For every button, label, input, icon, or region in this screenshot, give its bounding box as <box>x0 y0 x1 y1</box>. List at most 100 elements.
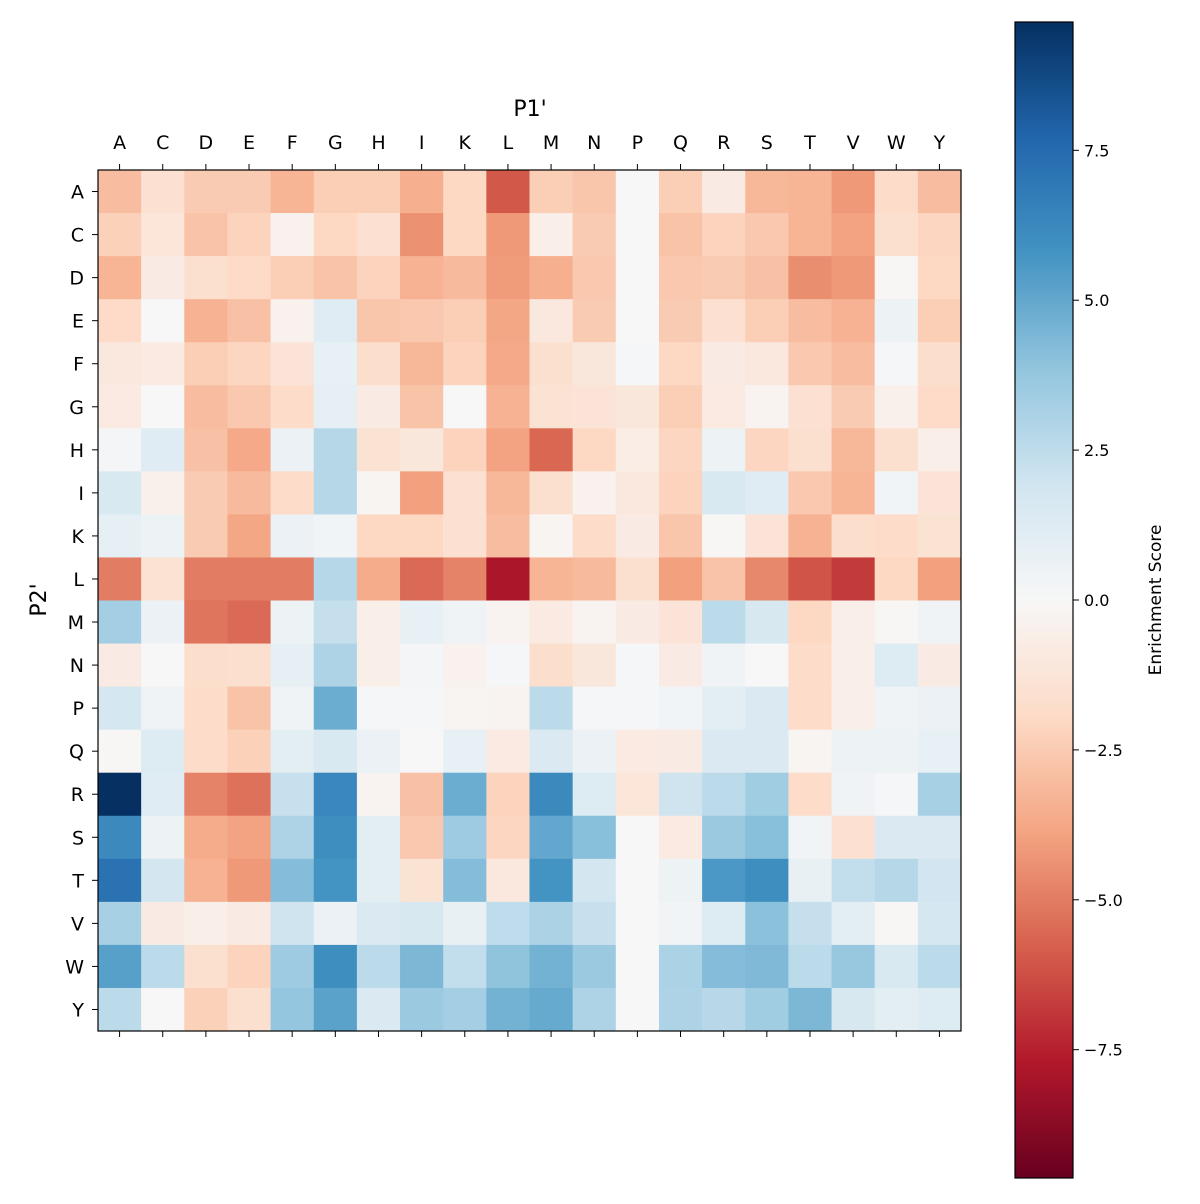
x-tick-label: K <box>459 132 472 154</box>
heatmap-cell-A-Q <box>658 170 703 214</box>
heatmap-cell-A-R <box>702 170 746 214</box>
y-tick-label: P <box>73 698 84 720</box>
heatmap-cell-L-M <box>529 557 574 601</box>
heatmap-cell-Q-M <box>529 729 574 774</box>
heatmap-cell-F-R <box>702 342 746 386</box>
heatmap-cell-R-V <box>831 772 876 817</box>
heatmap-cell-N-N <box>572 643 617 688</box>
heatmap-cell-I-P <box>615 471 660 515</box>
heatmap-cell-S-Y <box>917 815 962 860</box>
heatmap-cell-D-A <box>98 256 142 300</box>
heatmap-cell-D-K <box>443 256 487 300</box>
heatmap-cell-H-V <box>831 428 876 472</box>
heatmap-cell-A-F <box>270 170 315 214</box>
heatmap-cell-G-L <box>486 385 530 429</box>
heatmap-cell-T-T <box>788 858 833 903</box>
heatmap-cell-W-Q <box>658 944 703 989</box>
heatmap-cell-Y-W <box>874 987 919 1032</box>
heatmap-cell-A-E <box>227 170 272 214</box>
heatmap-cell-E-R <box>702 299 746 343</box>
heatmap-cell-W-H <box>356 944 401 989</box>
x-tick-label: H <box>371 132 385 154</box>
heatmap-cell-L-R <box>702 557 746 601</box>
heatmap-cell-E-H <box>356 299 401 343</box>
heatmap-cell-T-I <box>400 858 444 903</box>
heatmap-cell-C-P <box>615 213 660 257</box>
heatmap-cell-W-W <box>874 944 919 989</box>
heatmap-cell-W-F <box>270 944 315 989</box>
y-tick-label: C <box>71 225 84 247</box>
heatmap-cell-L-N <box>572 557 617 601</box>
heatmap-cell-Y-Y <box>917 987 962 1032</box>
heatmap-cell-M-S <box>745 600 789 645</box>
heatmap-cell-D-G <box>313 256 358 300</box>
heatmap-cell-F-M <box>529 342 574 386</box>
heatmap-cell-N-V <box>831 643 876 688</box>
heatmap-cell-C-S <box>745 213 789 257</box>
heatmap-cell-V-G <box>313 901 358 946</box>
heatmap-cell-V-M <box>529 901 574 946</box>
heatmap-cell-Y-M <box>529 987 574 1032</box>
heatmap-cell-Y-H <box>356 987 401 1032</box>
colorbar-tick-label: 7.5 <box>1084 141 1109 160</box>
heatmap-cell-M-N <box>572 600 617 645</box>
heatmap-cell-P-G <box>313 686 358 731</box>
y-tick-label: Q <box>69 741 84 763</box>
heatmap-cell-Y-I <box>400 987 444 1032</box>
heatmap-cell-N-S <box>745 643 789 688</box>
heatmap-cell-K-M <box>529 514 574 558</box>
heatmap-cell-A-H <box>356 170 401 214</box>
heatmap-cell-W-E <box>227 944 272 989</box>
heatmap-cell-F-V <box>831 342 876 386</box>
heatmap-cell-E-D <box>184 299 228 343</box>
heatmap-cell-G-Q <box>658 385 703 429</box>
y-tick-label: G <box>69 397 84 419</box>
heatmap-cell-G-T <box>788 385 833 429</box>
heatmap-cell-A-P <box>615 170 660 214</box>
heatmap-cell-A-V <box>831 170 876 214</box>
heatmap-cell-D-M <box>529 256 574 300</box>
heatmap-cell-P-N <box>572 686 617 731</box>
heatmap-cell-R-S <box>745 772 789 817</box>
heatmap-cell-L-L <box>486 557 530 601</box>
heatmap-cell-T-M <box>529 858 574 903</box>
y-tick-label: H <box>70 440 84 462</box>
heatmap-cell-G-E <box>227 385 272 429</box>
heatmap-cell-K-L <box>486 514 530 558</box>
heatmap-cell-R-P <box>615 772 660 817</box>
heatmap-cell-R-A <box>98 772 142 817</box>
heatmap-cell-I-V <box>831 471 876 515</box>
heatmap-cell-I-K <box>443 471 487 515</box>
heatmap-cell-E-I <box>400 299 444 343</box>
heatmap-cell-W-S <box>745 944 789 989</box>
heatmap-cell-Q-Y <box>917 729 962 774</box>
y-tick-label: L <box>73 569 84 591</box>
heatmap-cell-P-I <box>400 686 444 731</box>
x-tick-label: T <box>803 132 816 154</box>
y-tick-label: F <box>73 354 84 376</box>
y-tick-label: A <box>71 182 84 204</box>
heatmap-cell-Q-T <box>788 729 833 774</box>
heatmap-cell-Q-A <box>98 729 142 774</box>
heatmap-cell-M-Y <box>917 600 962 645</box>
heatmap-cell-E-Q <box>658 299 703 343</box>
heatmap-cell-D-R <box>702 256 746 300</box>
x-tick-label: M <box>543 132 559 154</box>
heatmap-cell-K-F <box>270 514 315 558</box>
heatmap-cell-K-H <box>356 514 401 558</box>
heatmap-cell-C-C <box>141 213 185 257</box>
y-tick-label: T <box>71 870 84 892</box>
heatmap-cell-I-L <box>486 471 530 515</box>
heatmap-cell-P-W <box>874 686 919 731</box>
heatmap-cell-R-C <box>141 772 185 817</box>
heatmap-cell-S-V <box>831 815 876 860</box>
heatmap-cell-L-Q <box>658 557 703 601</box>
heatmap-cell-D-E <box>227 256 272 300</box>
x-tick-label: R <box>717 132 730 154</box>
heatmap-cell-C-N <box>572 213 617 257</box>
heatmap-cell-G-Y <box>917 385 962 429</box>
heatmap-cell-V-A <box>98 901 142 946</box>
heatmap-cell-Q-V <box>831 729 876 774</box>
heatmap-cell-Q-K <box>443 729 487 774</box>
